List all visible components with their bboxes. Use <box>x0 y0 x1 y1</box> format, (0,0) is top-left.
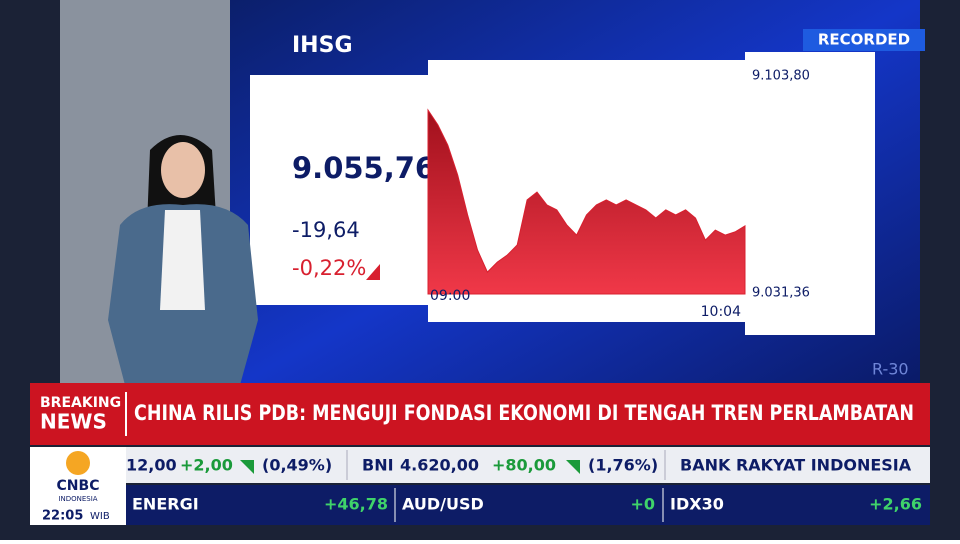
face <box>161 142 205 198</box>
banner-bar <box>30 383 930 445</box>
stock-change: +80,00 <box>492 456 556 475</box>
market-change: +0 <box>630 495 655 514</box>
banner-label-bottom: NEWS <box>40 410 107 434</box>
badge-box <box>803 29 925 51</box>
x-tick-label: 10:04 <box>701 304 741 320</box>
stock-name: BANK RAKYAT INDONESIA <box>680 456 912 475</box>
stock-price: 4.620,00 <box>400 456 479 475</box>
logo-time: 22:05 <box>42 509 83 524</box>
headline: CHINA RILIS PDB: MENGUJI FONDASI EKONOMI… <box>134 401 914 425</box>
y-tick-label: 9.103,80 <box>752 69 810 84</box>
stock-pct: (0,49%) <box>262 456 332 475</box>
up-arrow <box>240 460 254 474</box>
presenter <box>108 135 258 385</box>
quote-last: 9.055,76 <box>292 151 435 185</box>
stock-row <box>126 447 930 483</box>
market-name: ENERGI <box>132 495 199 514</box>
chart-title: IHSG <box>292 33 353 58</box>
logo-peacock <box>66 451 90 475</box>
market-change: +46,78 <box>324 495 388 514</box>
badge: RECORDED <box>818 31 910 49</box>
stock-name: BNI <box>362 456 394 475</box>
logo-brand: CNBC <box>57 478 100 494</box>
stock-price: 12,00 <box>126 456 177 475</box>
down-arrow <box>366 264 380 280</box>
market-row <box>126 485 930 525</box>
logo-region: INDONESIA <box>58 495 97 503</box>
area <box>427 108 746 295</box>
x-tick-label: 09:00 <box>430 288 470 304</box>
banner-label-top: BREAKING <box>40 395 121 411</box>
market-name: AUD/USD <box>402 495 484 514</box>
quote-card <box>250 75 428 305</box>
market-change: +2,66 <box>869 495 922 514</box>
up-arrow <box>566 460 580 474</box>
watermark: R-30 <box>872 360 909 379</box>
logo-zone: WIB <box>90 511 110 522</box>
market-name: IDX30 <box>670 495 724 514</box>
quote-change-pct: -0,22% <box>292 256 366 280</box>
stock-change: +2,00 <box>180 456 233 475</box>
y-tick-label: 9.031,36 <box>752 286 810 301</box>
range-card <box>745 52 875 335</box>
quote-change: -19,64 <box>292 218 360 242</box>
stock-pct: (1,76%) <box>588 456 658 475</box>
shirt <box>160 210 205 310</box>
